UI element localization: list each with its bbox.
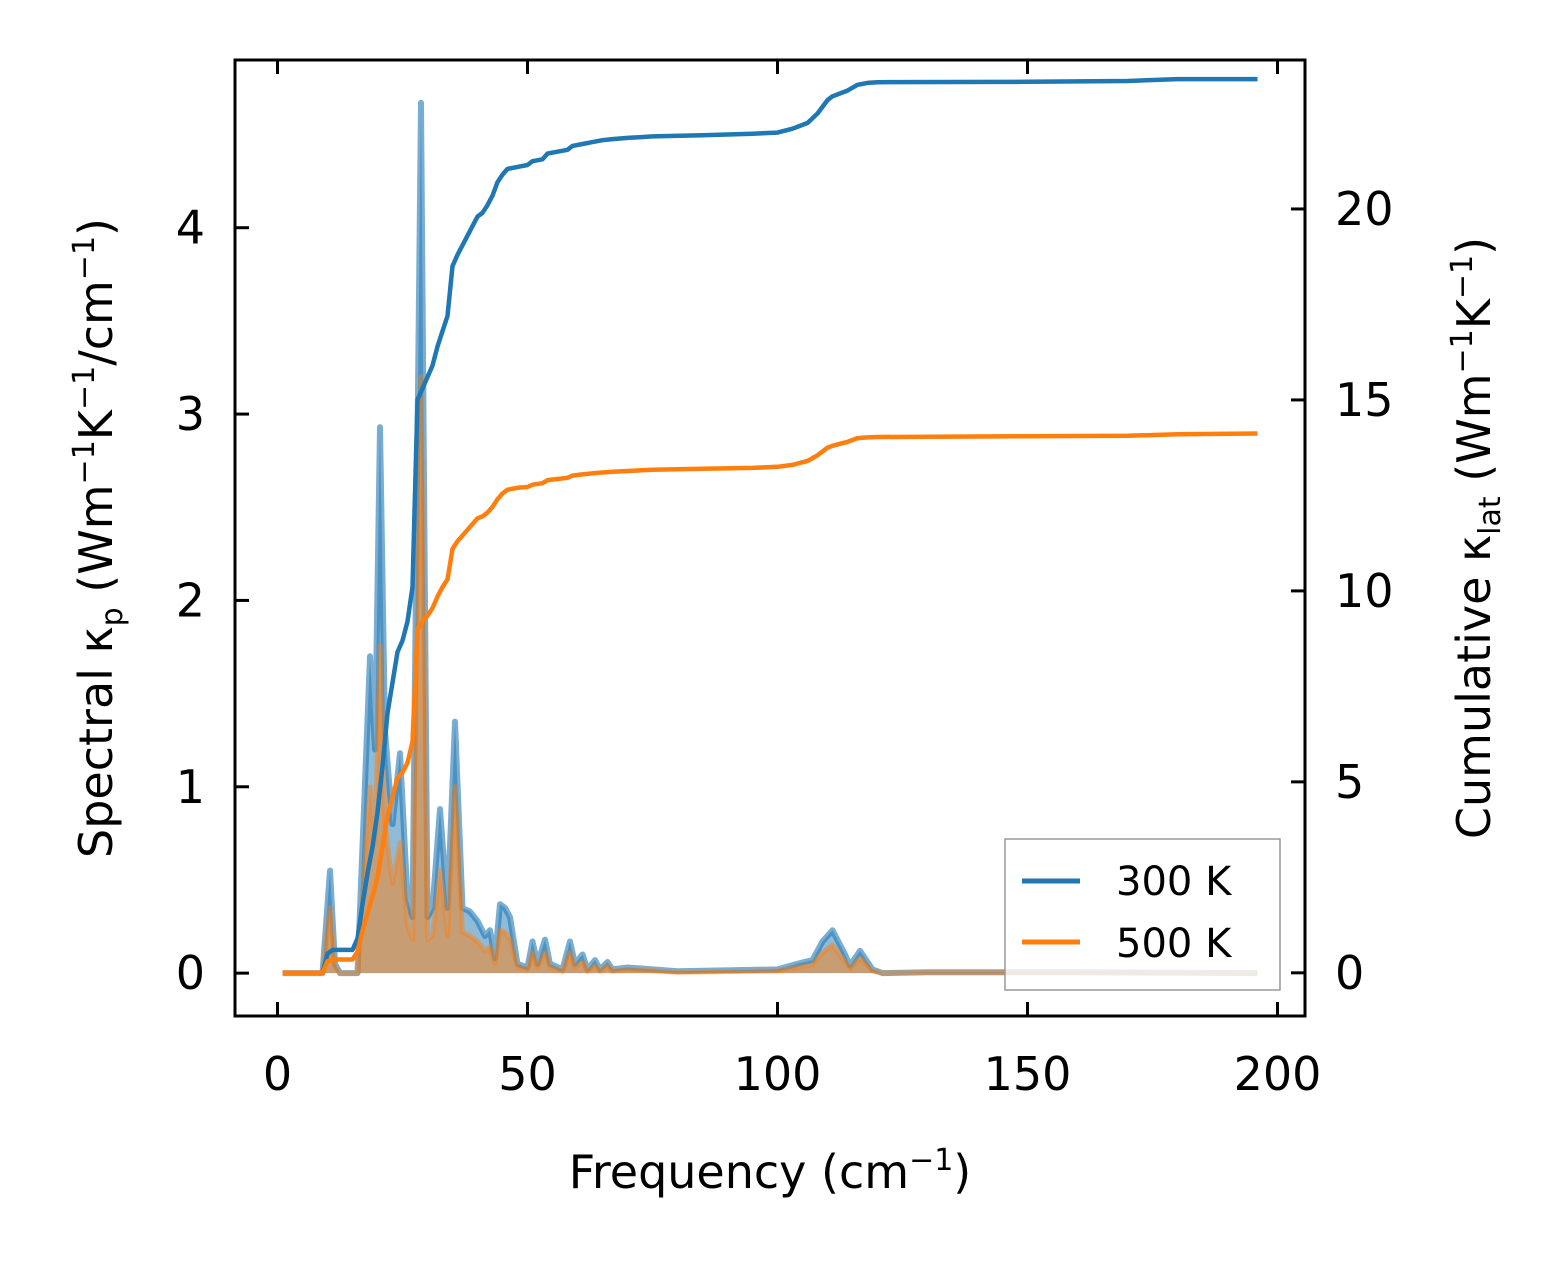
y-axis-right: 0 5 10 15 20 [1291,182,1394,1000]
plot-frame [233,58,1307,1018]
spectral-300k-line [282,99,1258,977]
y-right-tick-label: 20 [1335,182,1394,236]
x-tick-label: 100 [734,1047,822,1101]
y-left-tick-label: 3 [176,387,205,441]
plot-series [282,76,1258,977]
legend-label-300k: 300 K [1116,859,1233,905]
cumulative-500k-line [282,431,1258,976]
x-tick-label: 150 [984,1047,1072,1101]
y-right-tick-label: 5 [1335,755,1364,809]
y-axis-right-label: Cumulative κlat (Wm−1K−1) [1445,237,1508,839]
y-axis-left-label: Spectral κp (Wm−1K−1/cm−1) [67,218,130,858]
y-left-tick-label: 1 [176,760,205,814]
x-axis-label: Frequency (cm−1) [569,1143,972,1199]
y-right-tick-label: 15 [1335,373,1394,427]
y-left-tick-label: 4 [176,201,205,255]
y-left-tick-label: 2 [176,573,205,627]
cumulative-300k-line [282,76,1258,976]
x-tick-label: 200 [1234,1047,1322,1101]
plot-content [282,76,1258,977]
x-axis: 0 50 100 150 200 [263,60,1322,1101]
legend: 300 K 500 K [1004,838,1281,991]
x-tick-label: 0 [263,1047,292,1101]
legend-label-500k: 500 K [1116,921,1233,967]
spectral-500k-line [282,374,1258,976]
spectral-500k-area [282,376,1258,974]
y-axis-left: 0 1 2 3 4 [176,201,249,1000]
y-right-tick-label: 0 [1335,946,1364,1000]
y-left-tick-label: 0 [176,946,205,1000]
x-tick-label: 50 [498,1047,557,1101]
y-right-tick-label: 10 [1335,564,1394,618]
legend-box [1004,838,1281,991]
